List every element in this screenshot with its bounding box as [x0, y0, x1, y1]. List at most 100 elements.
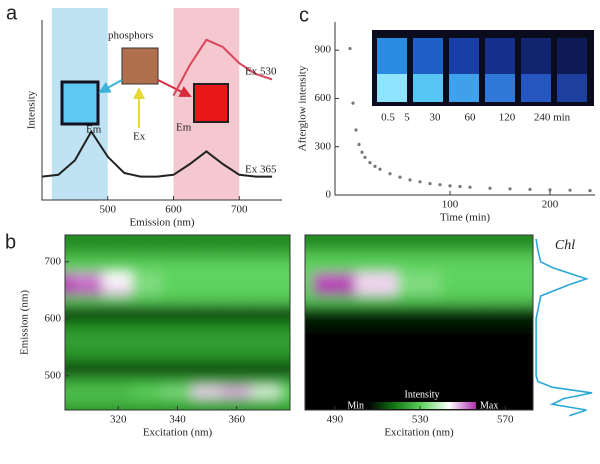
- heatmap-cell: [132, 249, 164, 262]
- data-point: [351, 102, 354, 105]
- heatmap-cell: [483, 341, 528, 354]
- heatmap-cell: [162, 363, 194, 376]
- x-tick-label: 500: [100, 204, 117, 216]
- heatmap-cell: [73, 329, 105, 342]
- heatmap-cell: [398, 341, 443, 354]
- y-tick-label: 700: [45, 255, 62, 267]
- heatmap-cell: [526, 329, 571, 342]
- heatmap-cell: [251, 352, 283, 365]
- heatmap-cell: [398, 306, 443, 319]
- heatmap-cell: [221, 229, 253, 251]
- heatmap-cell: [398, 363, 443, 376]
- heatmap-cells: [43, 229, 311, 422]
- heatmap-cell: [526, 318, 571, 331]
- heatmap-cell: [483, 272, 528, 285]
- heatmap-cell: [251, 249, 283, 262]
- colorbar-min: Min: [347, 400, 364, 411]
- data-point: [458, 185, 461, 188]
- data-point: [363, 156, 366, 159]
- data-point: [528, 188, 531, 191]
- heatmap-cell: [355, 306, 400, 319]
- heatmap-cell: [162, 295, 194, 308]
- heatmap-cell: [398, 249, 443, 262]
- colorbar: [368, 402, 476, 409]
- heatmap-cell: [221, 295, 253, 308]
- heatmap-cell: [191, 229, 223, 251]
- vial: [449, 74, 479, 102]
- inset-label: 5: [404, 112, 410, 124]
- heatmap-cell: [251, 329, 283, 342]
- heatmap-cell: [221, 386, 253, 399]
- x-tick-label: 490: [327, 414, 344, 426]
- heatmap-cell: [440, 363, 485, 376]
- heatmap-cell: [73, 341, 105, 354]
- heatmap-cell: [483, 363, 528, 376]
- x-tick-label: 340: [169, 414, 186, 426]
- heatmap-cell: [251, 229, 283, 251]
- heatmap-cell: [102, 261, 134, 274]
- inset-label: 60: [465, 112, 477, 124]
- heatmap-cell: [483, 261, 528, 274]
- heatmap-cell: [191, 375, 223, 388]
- data-point: [398, 176, 401, 179]
- data-point: [468, 186, 471, 189]
- y-tick-label: 0: [326, 189, 332, 201]
- inset-label: 30: [430, 112, 442, 124]
- heatmap-cell: [162, 229, 194, 251]
- heatmap-cell: [191, 272, 223, 285]
- heatmap-cell: [43, 284, 75, 297]
- x-axis-label: Excitation (nm): [143, 427, 213, 439]
- annotation: phosphors: [108, 30, 153, 42]
- heatmap-cell: [162, 352, 194, 365]
- heatmap-cell: [313, 272, 358, 285]
- heatmap-cell: [132, 352, 164, 365]
- data-point: [357, 143, 360, 146]
- data-point: [508, 187, 511, 190]
- annotation: Em: [86, 124, 102, 136]
- heatmap-cell: [221, 272, 253, 285]
- vial: [413, 74, 443, 102]
- heatmap-cell: [526, 352, 571, 365]
- heatmap-cell: [251, 306, 283, 319]
- heatmap-cell: [73, 398, 105, 411]
- heatmap-cell: [526, 261, 571, 274]
- heatmap-cell: [132, 398, 164, 411]
- heatmap-cell: [43, 341, 75, 354]
- heatmap-cell: [313, 386, 358, 399]
- heatmap-cell: [440, 306, 485, 319]
- heatmap-cell: [73, 261, 105, 274]
- heatmap-cell: [221, 352, 253, 365]
- data-point: [354, 128, 357, 131]
- heatmap-cell: [483, 284, 528, 297]
- heatmap-cell: [102, 284, 134, 297]
- inset-label: 0.5: [381, 112, 395, 124]
- heatmap-cell: [102, 352, 134, 365]
- heatmap-cell: [73, 409, 105, 422]
- spectrum-line: [536, 239, 592, 416]
- colorbar-title: Intensity: [405, 389, 440, 400]
- vial-photos: [372, 30, 594, 106]
- heatmap-cell: [251, 272, 283, 285]
- heatmap-cell: [355, 341, 400, 354]
- heatmap-cell: [162, 272, 194, 285]
- heatmap-cell: [526, 398, 571, 411]
- heatmap-cell: [313, 341, 358, 354]
- spectrum-title: Chl: [555, 238, 575, 253]
- heatmap-cell: [191, 398, 223, 411]
- heatmap-cell: [251, 363, 283, 376]
- heatmap-cell: [102, 295, 134, 308]
- heatmap-cell: [191, 409, 223, 422]
- red-photo: [194, 84, 228, 122]
- panel-label: a: [6, 2, 18, 24]
- heatmap-cell: [526, 295, 571, 308]
- heatmap-cell: [73, 363, 105, 376]
- heatmap-cell: [132, 295, 164, 308]
- data-point: [368, 161, 371, 164]
- data-point: [360, 151, 363, 154]
- heatmap-cell: [526, 409, 571, 422]
- heatmap-cell: [162, 341, 194, 354]
- heatmap-cell: [251, 375, 283, 388]
- x-tick-label: 570: [497, 414, 514, 426]
- heatmap-cell: [191, 306, 223, 319]
- data-point: [428, 182, 431, 185]
